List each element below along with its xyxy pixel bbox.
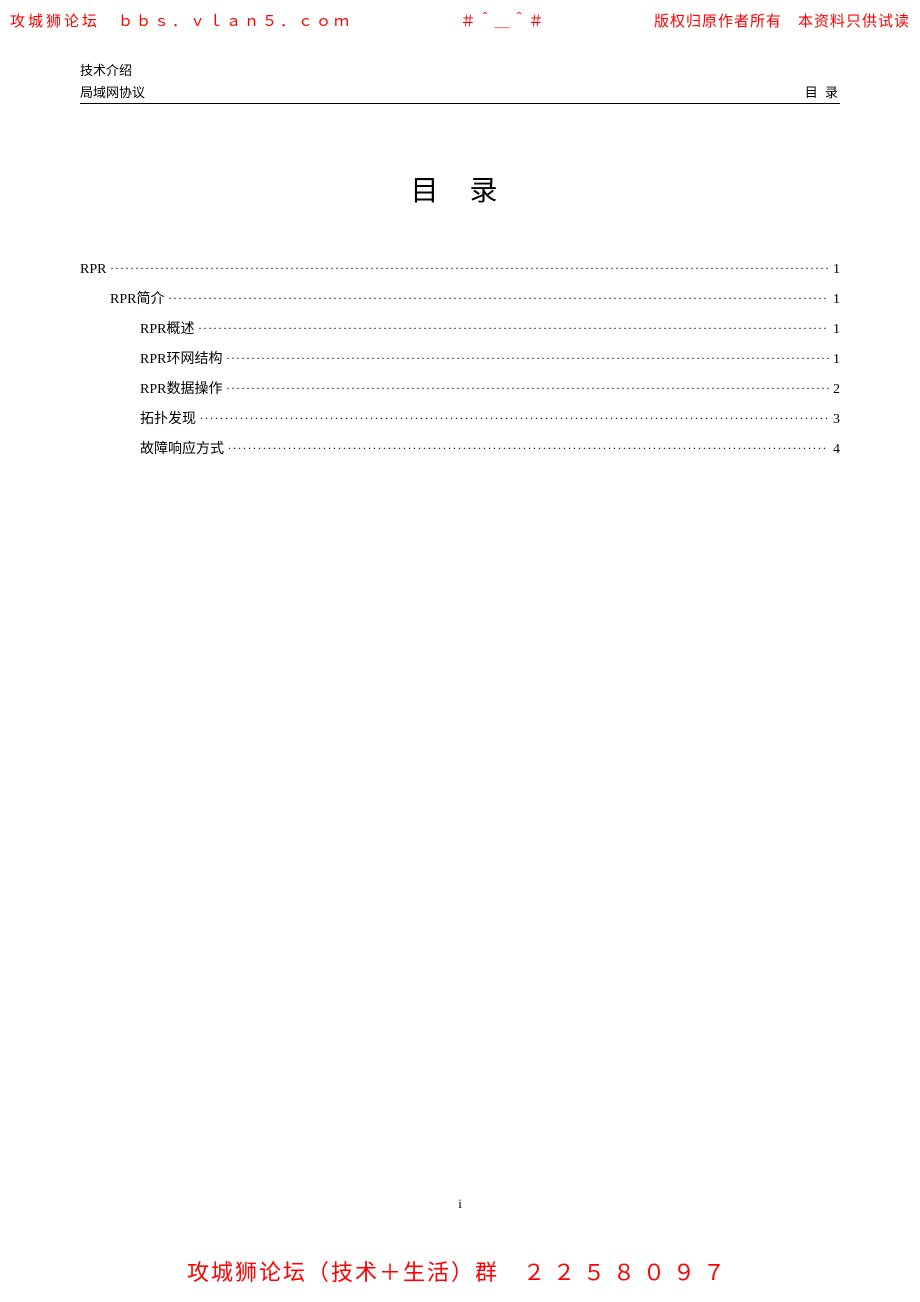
toc-dots <box>226 379 829 393</box>
watermark-bottom-text: 攻城狮论坛（技术＋生活）群 <box>187 1260 523 1285</box>
toc-page: 2 <box>829 382 840 398</box>
toc-dots <box>200 409 829 423</box>
watermark-top-right: 版权归原作者所有 本资料只供试读 <box>654 10 910 31</box>
header-line2: 局域网协议 <box>80 82 145 101</box>
header-line1: 技术介绍 <box>80 60 145 79</box>
toc-entry: RPR简介 1 <box>110 288 840 308</box>
toc-dots <box>110 259 829 273</box>
toc-page: 1 <box>829 292 840 308</box>
header-right: 目 录 <box>805 82 840 101</box>
page-title: 目 录 <box>80 169 840 209</box>
page-header: 技术介绍 局域网协议 目 录 <box>80 60 840 104</box>
toc-label: RPR概述 <box>140 318 198 338</box>
table-of-contents: RPR 1 RPR简介 1 RPR概述 1 RPR环网结构 1 RPR数据操作 … <box>80 259 840 458</box>
toc-dots <box>168 289 829 303</box>
toc-label: 故障响应方式 <box>140 438 228 458</box>
watermark-top-center: ＃＾＿＾＃ <box>460 10 545 31</box>
toc-dots <box>226 349 829 363</box>
page-content: 技术介绍 局域网协议 目 录 目 录 RPR 1 RPR简介 1 RPR概述 1… <box>80 60 840 468</box>
watermark-top: 攻城狮论坛 ｂｂｓ．ｖｌａｎ５．ｃｏｍ ＃＾＿＾＃ 版权归原作者所有 本资料只供… <box>0 10 920 31</box>
toc-label: RPR <box>80 262 110 278</box>
toc-entry: RPR数据操作 2 <box>140 378 840 398</box>
toc-page: 1 <box>829 262 840 278</box>
toc-entry: RPR环网结构 1 <box>140 348 840 368</box>
toc-dots <box>228 439 829 453</box>
toc-entry: RPR 1 <box>80 259 840 278</box>
header-left: 技术介绍 局域网协议 <box>80 60 145 101</box>
toc-dots <box>198 319 829 333</box>
watermark-top-left: 攻城狮论坛 ｂｂｓ．ｖｌａｎ５．ｃｏｍ <box>10 10 352 31</box>
toc-page: 1 <box>829 322 840 338</box>
toc-page: 3 <box>829 412 840 428</box>
toc-label: RPR环网结构 <box>140 348 226 368</box>
toc-entry: 拓扑发现 3 <box>140 408 840 428</box>
toc-label: 拓扑发现 <box>140 408 200 428</box>
toc-label: RPR数据操作 <box>140 378 226 398</box>
toc-entry: 故障响应方式 4 <box>140 438 840 458</box>
toc-page: 4 <box>829 442 840 458</box>
toc-label: RPR简介 <box>110 288 168 308</box>
watermark-bottom-number: ２２５８０９７ <box>523 1260 733 1285</box>
page-number: i <box>0 1196 920 1212</box>
watermark-bottom: 攻城狮论坛（技术＋生活）群 ２２５８０９７ <box>0 1255 920 1287</box>
toc-page: 1 <box>829 352 840 368</box>
toc-entry: RPR概述 1 <box>140 318 840 338</box>
